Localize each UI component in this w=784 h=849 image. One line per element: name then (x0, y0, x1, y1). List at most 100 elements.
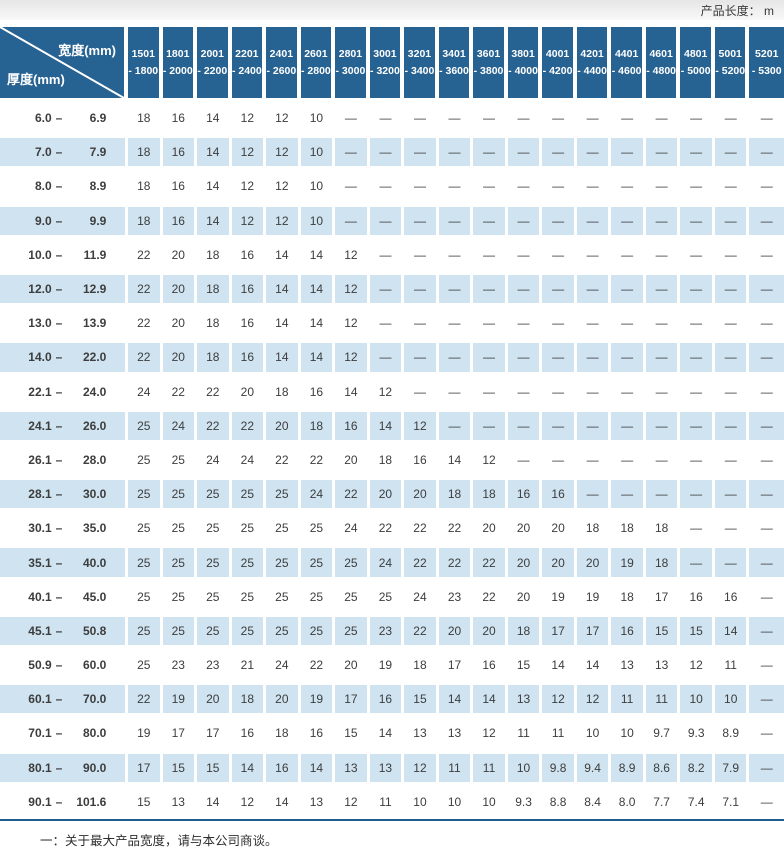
length-value-cell: — (404, 274, 439, 304)
length-value-cell: 10 (680, 685, 715, 714)
length-value-cell: — (542, 138, 577, 167)
length-value-cell: — (760, 179, 773, 194)
length-value-cell: 14 (197, 172, 232, 201)
length-value-cell: 25 (162, 548, 198, 577)
length-value-cell: 24 (232, 445, 267, 475)
length-value-cell: 14 (300, 753, 336, 782)
length-value-cell: 11 (542, 719, 577, 748)
length-value-cell: — (646, 377, 681, 406)
length-value-cell: 21 (232, 651, 267, 680)
length-value-cell: 15 (128, 787, 163, 816)
length-value-cell: — (760, 794, 773, 809)
length-value-cell: 20 (163, 240, 198, 269)
table-row: 60.1–70.0 22 19 20 18 20 19 17 16 15 14 14 13 12 12 11 1… (0, 682, 784, 716)
length-value-cell: — (508, 445, 543, 475)
length-value-cell: — (680, 172, 715, 201)
length-value-cell: — (576, 274, 612, 304)
length-value-cell: 17 (197, 719, 232, 748)
length-value-cell: — (714, 411, 750, 440)
length-value-cell: — (680, 377, 715, 406)
length-value-cell: 25 (266, 514, 301, 543)
length-value-cell: 12 (232, 104, 267, 133)
length-value-cell: 20 (266, 685, 301, 714)
length-value-cell: — (760, 658, 773, 673)
length-value-cell: 22 (404, 514, 439, 543)
length-value-cell: 15 (508, 651, 543, 680)
length-value-cell: 25 (266, 480, 301, 509)
length-value-cell: 14 (369, 411, 405, 440)
length-value-cell: 24 (404, 582, 439, 611)
length-value-cell: — (714, 548, 750, 577)
length-value-cell: — (714, 206, 750, 235)
width-range-header: 2201- 2400 (231, 27, 267, 98)
length-value-cell: — (507, 138, 543, 167)
table-header-row: 宽度(mm) 厚度(mm) 1501- 1800 1801- 2000 2001- … (0, 27, 784, 98)
length-value-cell: — (646, 240, 681, 269)
length-value-cell: — (749, 411, 784, 440)
length-value-cell: 15 (680, 616, 715, 645)
length-value-cell: — (542, 104, 577, 133)
length-value-cell: 14 (300, 343, 336, 372)
length-value-cell: 16 (715, 582, 750, 611)
length-value-cell: — (507, 274, 543, 304)
length-value-cell: — (715, 309, 750, 338)
length-value-cell: 11 (370, 787, 405, 816)
length-value-cell: 24 (128, 377, 163, 406)
width-range-header: 3801- 4000 (507, 27, 543, 98)
length-value-cell: 12 (335, 240, 370, 269)
table-row: 10.0–11.9 22 20 18 16 14 14 12— — — — — — — — — — — — (0, 238, 784, 272)
table-row: 35.1–40.0 25 25 25 25 25 25 25 24 22 22 22 20 20 20 19 1… (0, 545, 784, 579)
length-value-cell: — (749, 274, 784, 304)
length-value-cell: 24 (266, 651, 301, 680)
length-value-cell: — (611, 411, 646, 440)
length-value-cell: 25 (266, 582, 301, 611)
length-value-cell: 25 (232, 582, 267, 611)
length-value-cell: 13 (404, 719, 439, 748)
length-value-cell: 18 (266, 377, 301, 406)
thickness-range-label: 7.0–7.9 (0, 138, 128, 167)
width-range-header: 3401- 3600 (438, 27, 474, 98)
thickness-range-label: 12.0–12.9 (0, 274, 128, 304)
length-value-cell: — (542, 206, 577, 235)
length-value-cell: — (760, 521, 773, 536)
length-value-cell: — (438, 274, 474, 304)
length-value-cell: 20 (335, 651, 370, 680)
length-value-cell: — (370, 172, 405, 201)
length-value-cell: 11 (645, 685, 681, 714)
length-value-cell: — (646, 104, 681, 133)
length-value-cell: 25 (335, 548, 370, 577)
length-value-cell: 22 (266, 445, 301, 475)
length-value-cell: — (576, 411, 612, 440)
length-value-cell: 17 (439, 651, 474, 680)
table-corner-cell: 宽度(mm) 厚度(mm) (0, 27, 128, 98)
length-value-cell: 25 (335, 582, 370, 611)
table-row: 12.0–12.9 22 20 18 16 14 14 12— — — — — — — — — — — — (0, 272, 784, 306)
length-value-cell: — (611, 445, 646, 475)
table-row: 70.1–80.0 19 17 17 16 18 16 15 14 13 13 12 11 11 10 10 9… (0, 716, 784, 750)
length-value-cell: 23 (439, 582, 474, 611)
length-value-cell: — (335, 138, 370, 167)
length-value-cell: 12 (404, 753, 439, 782)
length-value-cell: — (439, 172, 474, 201)
length-value-cell: 25 (197, 480, 232, 509)
length-value-cell: — (645, 274, 681, 304)
length-value-cell: 24 (369, 548, 405, 577)
length-value-cell: 25 (232, 514, 267, 543)
length-value-cell: — (370, 104, 405, 133)
length-value-cell: 7.1 (715, 787, 750, 816)
bottom-rule (0, 818, 784, 821)
length-value-cell: 10 (300, 206, 336, 235)
length-value-cell: 14 (266, 274, 301, 304)
length-value-cell: 18 (577, 514, 612, 543)
length-value-cell: — (611, 138, 646, 167)
width-range-header: 3201- 3400 (404, 27, 439, 98)
length-value-cell: — (404, 309, 439, 338)
length-value-cell: 18 (300, 411, 336, 440)
length-value-cell: — (577, 309, 612, 338)
thickness-range-label: 26.1–28.0 (0, 445, 128, 475)
length-value-cell: — (645, 343, 681, 372)
length-value-cell: 18 (197, 274, 232, 304)
length-value-cell: 7.4 (680, 787, 715, 816)
length-value-cell: — (645, 206, 681, 235)
length-value-cell: 18 (266, 719, 301, 748)
